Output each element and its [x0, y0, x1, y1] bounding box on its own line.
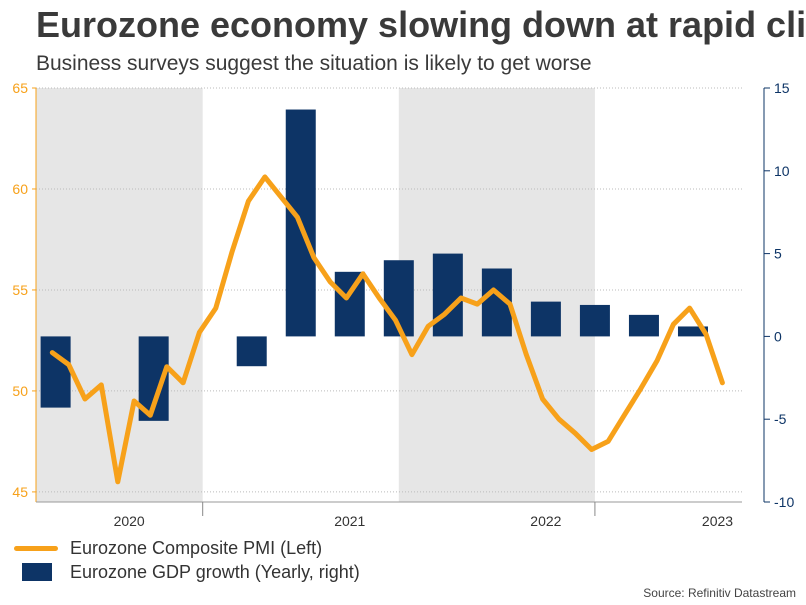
left-axis-tick-label: 45 — [12, 484, 28, 500]
legend-label-gdp: Eurozone GDP growth (Yearly, right) — [70, 561, 360, 582]
left-axis-tick-label: 60 — [12, 181, 28, 197]
gdp-bar — [432, 253, 463, 337]
gdp-bar — [530, 301, 561, 337]
gdp-bar — [236, 336, 267, 367]
left-axis-tick-label: 65 — [12, 80, 28, 96]
gdp-bar — [677, 326, 708, 337]
gdp-bar — [40, 336, 71, 408]
x-axis-tick-label: 2022 — [530, 513, 561, 529]
right-axis-tick-label: 5 — [774, 246, 782, 262]
right-axis-tick-label: 10 — [774, 163, 790, 179]
x-axis-tick-label: 2021 — [334, 513, 365, 529]
chart-subtitle: Business surveys suggest the situation i… — [36, 52, 592, 75]
legend-swatch-pmi — [14, 545, 58, 551]
left-axis-tick-label: 50 — [12, 383, 28, 399]
legend-swatch-gdp — [22, 563, 52, 581]
legend: Eurozone Composite PMI (Left) Eurozone G… — [14, 536, 360, 584]
legend-item-pmi: Eurozone Composite PMI (Left) — [14, 536, 360, 560]
pmi-line — [49, 174, 725, 485]
right-axis-tick-label: -10 — [774, 494, 794, 510]
legend-label-pmi: Eurozone Composite PMI (Left) — [70, 537, 323, 558]
x-axis-tick-label: 2023 — [702, 513, 733, 529]
left-axis-tick-label: 55 — [12, 282, 28, 298]
legend-item-gdp: Eurozone GDP growth (Yearly, right) — [14, 560, 360, 584]
chart-title: Eurozone economy slowing down at rapid c… — [36, 4, 806, 45]
shaded-period-0 — [36, 88, 203, 502]
right-axis-tick-label: 15 — [774, 80, 790, 96]
right-axis-tick-label: 0 — [774, 328, 782, 344]
gdp-bar — [628, 314, 659, 337]
x-axis-tick-label: 2020 — [114, 513, 145, 529]
gdp-bar — [579, 304, 610, 337]
source-note: Source: Refinitiv Datastream — [643, 586, 796, 600]
right-axis-tick-label: -5 — [774, 411, 787, 427]
